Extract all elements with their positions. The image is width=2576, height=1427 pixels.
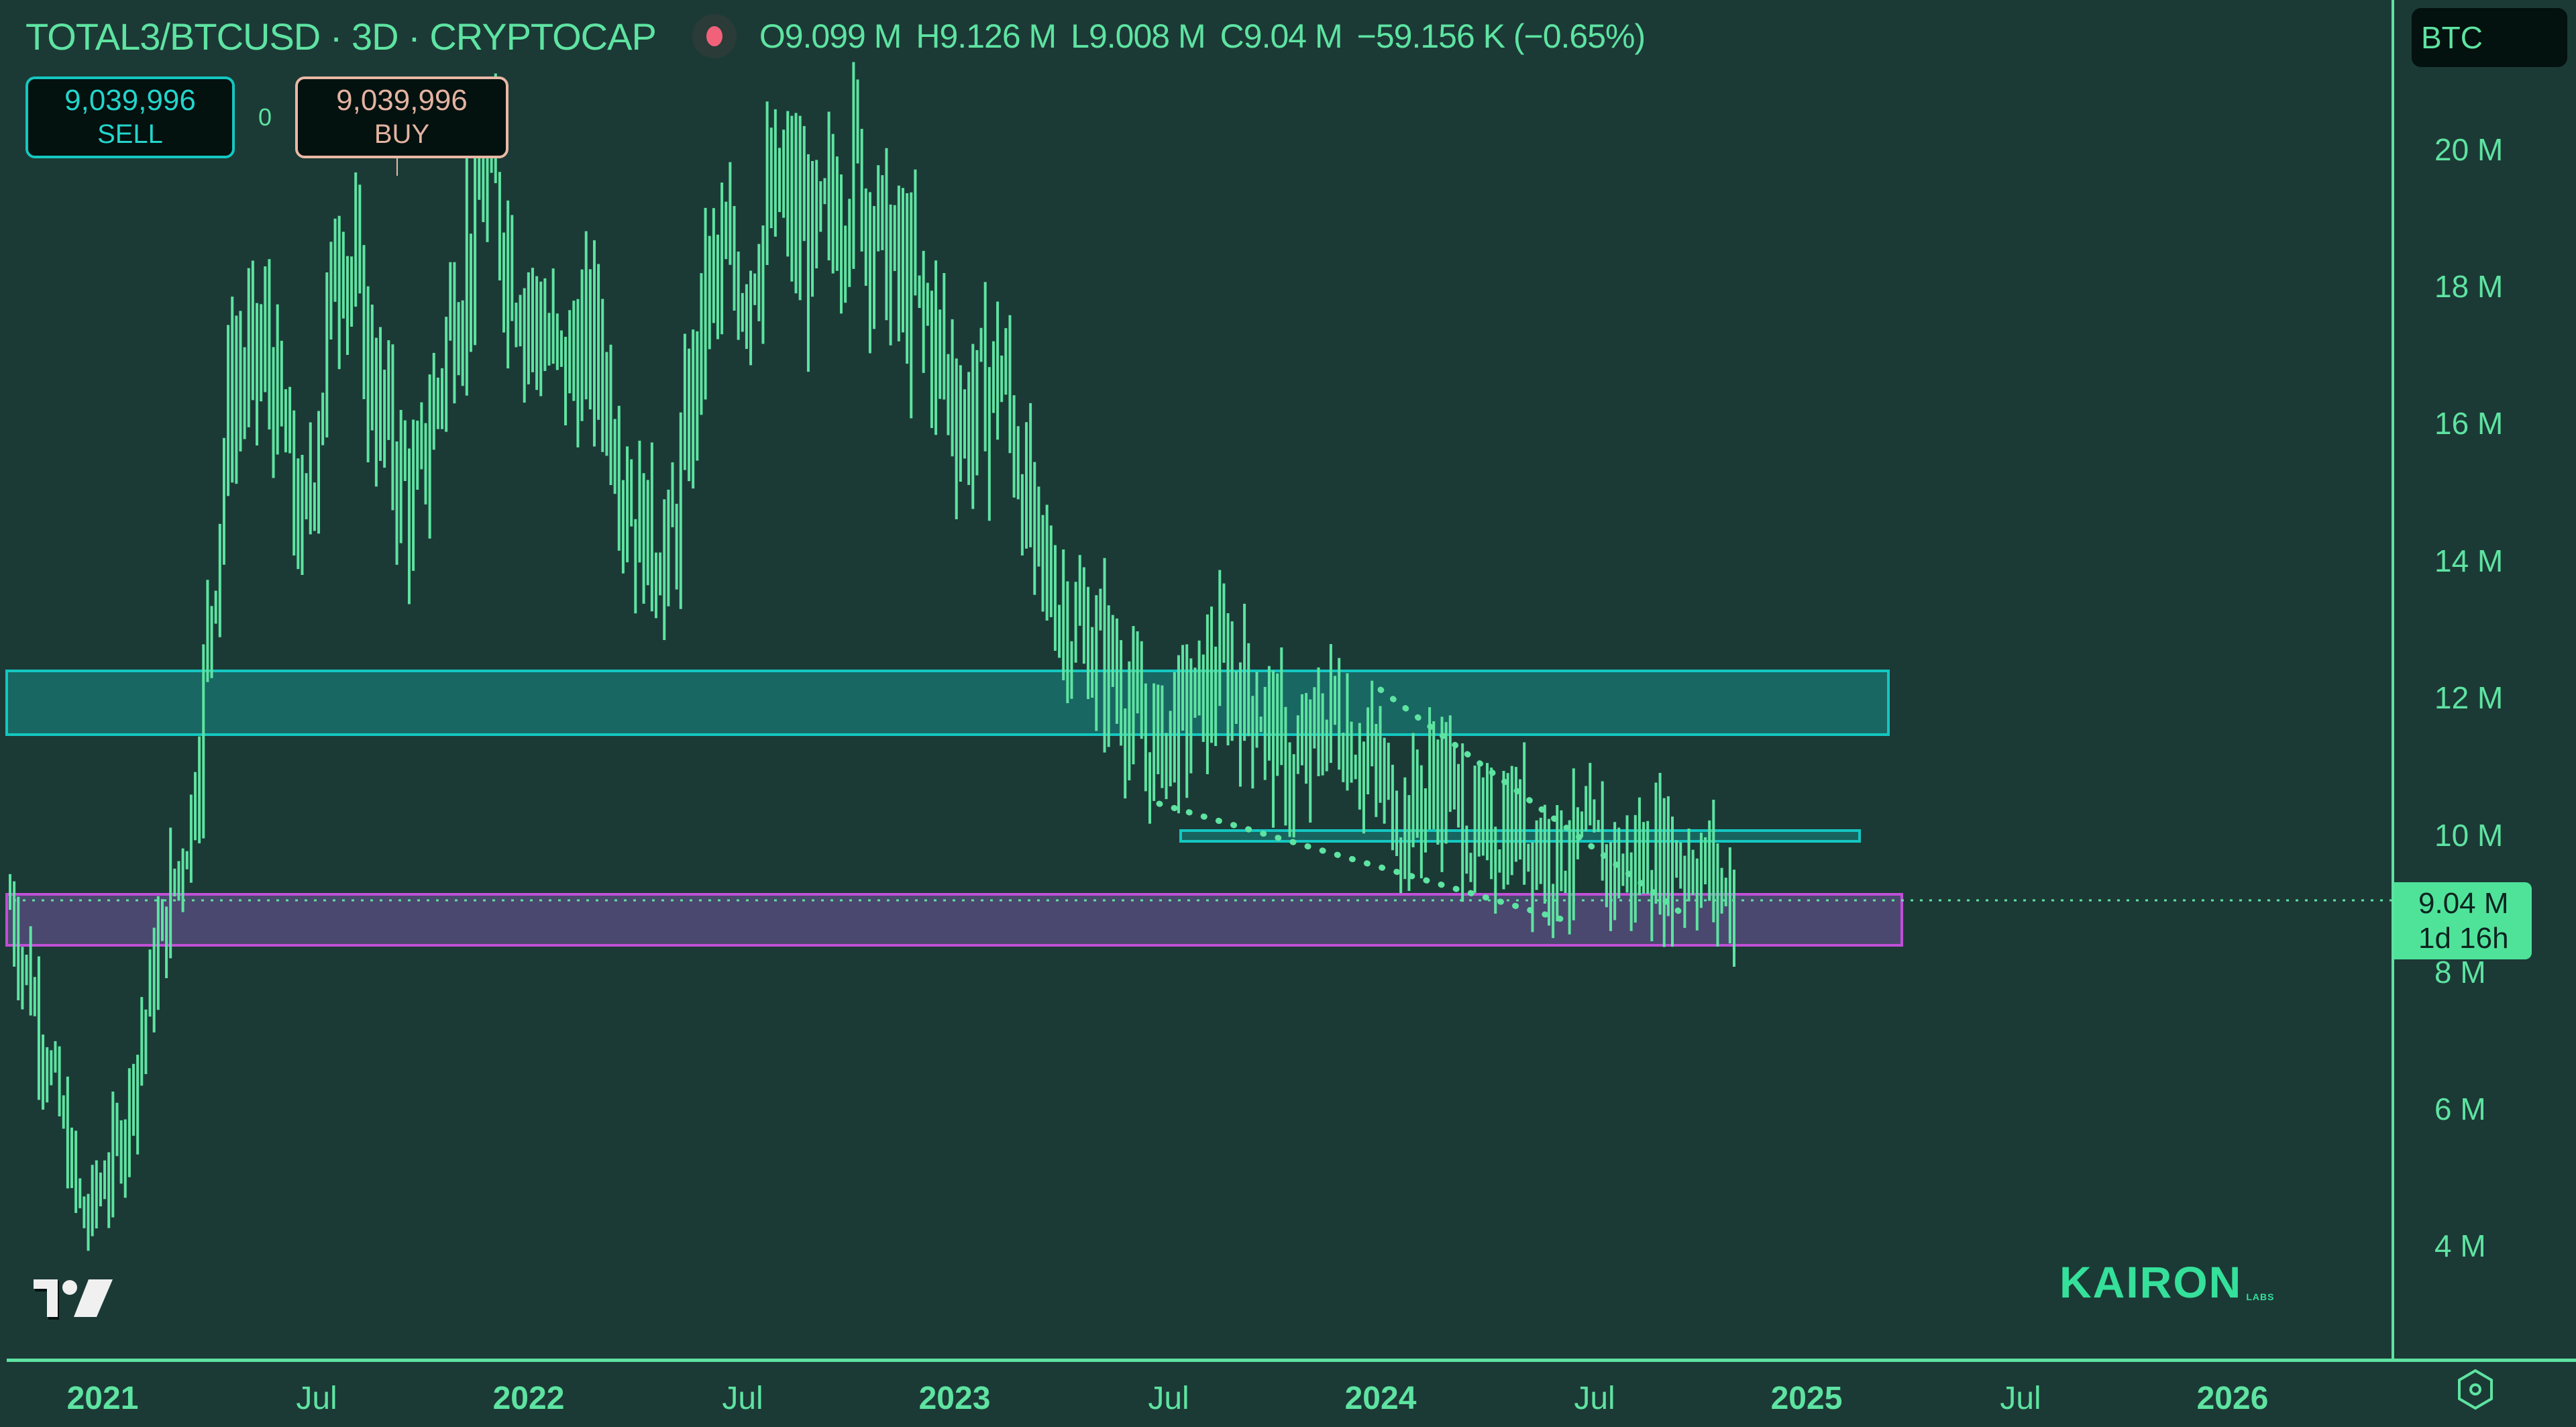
symbol-title[interactable]: TOTAL3/BTCUSD · 3D · CRYPTOCAP xyxy=(25,15,657,58)
time-label: 2022 xyxy=(492,1381,565,1416)
chart-header: TOTAL3/BTCUSD · 3D · CRYPTOCAP O9.099 M … xyxy=(25,12,1646,60)
time-label: 2021 xyxy=(66,1381,139,1416)
price-label: 16 M xyxy=(2434,406,2504,441)
sell-label: SELL xyxy=(97,119,163,149)
buy-price: 9,039,996 xyxy=(336,84,468,117)
price-label: 18 M xyxy=(2434,269,2504,304)
wedge-upper-trendline[interactable] xyxy=(1377,686,1684,916)
settings-icon[interactable] xyxy=(2457,1369,2494,1410)
time-label: 2024 xyxy=(1344,1381,1417,1416)
spread-value: 0 xyxy=(258,103,272,131)
support-zone[interactable] xyxy=(5,893,1903,947)
kairon-watermark: KAIRON LABS xyxy=(2059,1257,2274,1308)
ohlc-low: L9.008 M xyxy=(1071,17,1205,55)
resistance-zone[interactable] xyxy=(5,670,1890,736)
current-price-tag: 9.04 M 1d 16h xyxy=(2394,882,2532,959)
price-label: 14 M xyxy=(2434,543,2504,578)
watermark-text: KAIRON xyxy=(2059,1257,2243,1307)
price-label: 20 M xyxy=(2434,132,2504,167)
time-label: Jul xyxy=(1148,1381,1189,1416)
time-label: Jul xyxy=(2000,1381,2041,1416)
watermark-subtext: LABS xyxy=(2246,1291,2275,1302)
time-axis[interactable]: 2021 Jul 2022 Jul 2023 Jul 2024 Jul 2025… xyxy=(7,1359,2576,1427)
buy-label: BUY xyxy=(374,119,430,149)
time-label: 2026 xyxy=(2196,1381,2269,1416)
ohlc-close: C9.04 M xyxy=(1220,17,1343,55)
tradingview-logo-icon[interactable] xyxy=(32,1278,115,1325)
ohlc-change: −59.156 K (−0.65%) xyxy=(1356,17,1646,55)
price-axis[interactable]: BTC 20 M 18 M 16 M 14 M 12 M 10 M 8 M 6 … xyxy=(2392,0,2576,1362)
price-label: 6 M xyxy=(2434,1092,2486,1126)
time-label: Jul xyxy=(296,1381,337,1416)
sell-price: 9,039,996 xyxy=(64,84,196,117)
time-label: 2025 xyxy=(1770,1381,1843,1416)
time-label: 2023 xyxy=(918,1381,991,1416)
trade-panel: 9,039,996 SELL 0 9,039,996 BUY xyxy=(25,76,508,158)
ohlc-open: O9.099 M xyxy=(759,17,902,55)
wedge-lower-trendline[interactable] xyxy=(1156,800,1576,926)
time-label: Jul xyxy=(722,1381,763,1416)
price-bars xyxy=(9,62,1735,1251)
time-label: Jul xyxy=(1574,1381,1615,1416)
ohlc-high: H9.126 M xyxy=(916,17,1057,55)
sell-button[interactable]: 9,039,996 SELL xyxy=(25,76,235,158)
price-label: 8 M xyxy=(2434,955,2486,990)
ohlc-legend: O9.099 M H9.126 M L9.008 M C9.04 M −59.1… xyxy=(759,17,1646,56)
price-label: 4 M xyxy=(2434,1228,2486,1263)
price-label: 12 M xyxy=(2434,680,2504,715)
price-label: 10 M xyxy=(2434,818,2504,853)
currency-badge[interactable]: BTC xyxy=(2412,8,2567,67)
current-price-value: 9.04 M xyxy=(2418,886,2509,920)
bar-countdown: 1d 16h xyxy=(2418,921,2509,955)
buy-button[interactable]: 9,039,996 BUY xyxy=(295,76,508,158)
live-dot-icon xyxy=(692,14,737,58)
